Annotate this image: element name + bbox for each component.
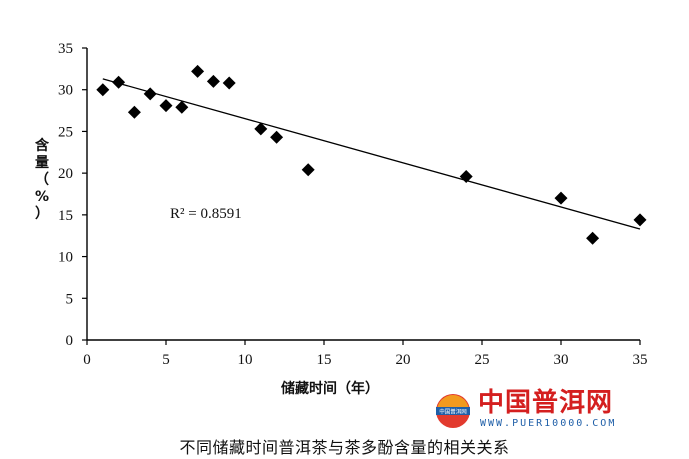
figure-caption: 不同储藏时间普洱茶与茶多酚含量的相关关系 — [179, 438, 510, 457]
tick-marks — [82, 47, 641, 345]
data-point — [143, 87, 157, 101]
data-point — [254, 122, 268, 136]
x-tick-labels: 0 5 10 15 20 25 30 35 — [83, 352, 647, 368]
x-tick-label: 10 — [238, 352, 253, 368]
y-axis-title: 含量（%） — [35, 137, 50, 222]
y-tick-label: 5 — [66, 291, 74, 307]
data-points — [96, 64, 647, 245]
scatter-chart: 0 5 10 15 20 25 30 35 0 5 10 15 20 25 30 35 R² = 0.859… — [35, 41, 648, 397]
data-point — [633, 213, 647, 227]
data-point — [206, 74, 220, 88]
data-point — [270, 130, 284, 144]
y-tick-label: 20 — [58, 166, 73, 182]
data-point — [459, 169, 473, 183]
data-point — [159, 99, 173, 113]
x-tick-label: 5 — [162, 352, 170, 368]
data-point — [112, 75, 126, 89]
data-point — [222, 76, 236, 90]
x-tick-label: 0 — [83, 352, 91, 368]
data-point — [301, 163, 315, 177]
x-tick-label: 35 — [633, 352, 648, 368]
data-point — [191, 64, 205, 78]
y-tick-label: 15 — [58, 208, 73, 224]
y-tick-label: 10 — [58, 250, 73, 266]
y-tick-label: 0 — [66, 333, 74, 349]
x-tick-label: 20 — [396, 352, 411, 368]
y-tick-label: 25 — [58, 124, 73, 140]
data-point — [554, 191, 568, 205]
data-point — [586, 231, 600, 245]
y-tick-label: 30 — [58, 83, 73, 99]
watermark-name: 中国普洱网 — [478, 388, 614, 418]
trendline — [102, 78, 641, 230]
watermark: 中国普洱网 中国普洱网 WWW.PUER10000.COM — [434, 388, 684, 434]
watermark-url: WWW.PUER10000.COM — [480, 418, 617, 429]
logo-text: 中国普洱网 — [439, 408, 467, 416]
y-tick-label: 35 — [58, 41, 73, 57]
x-tick-label: 15 — [317, 352, 332, 368]
x-axis-title: 储藏时间（年） — [280, 380, 379, 397]
x-tick-label: 25 — [475, 352, 490, 368]
x-tick-label: 30 — [554, 352, 569, 368]
data-point — [127, 105, 141, 119]
data-point — [175, 100, 189, 114]
globe-logo-icon: 中国普洱网 — [436, 394, 470, 428]
y-tick-labels: 0 5 10 15 20 25 30 35 — [58, 41, 73, 349]
trendline-group — [102, 78, 641, 230]
axes — [86, 48, 640, 341]
data-point — [96, 83, 110, 97]
r-squared-annotation: R² = 0.8591 — [170, 206, 242, 222]
